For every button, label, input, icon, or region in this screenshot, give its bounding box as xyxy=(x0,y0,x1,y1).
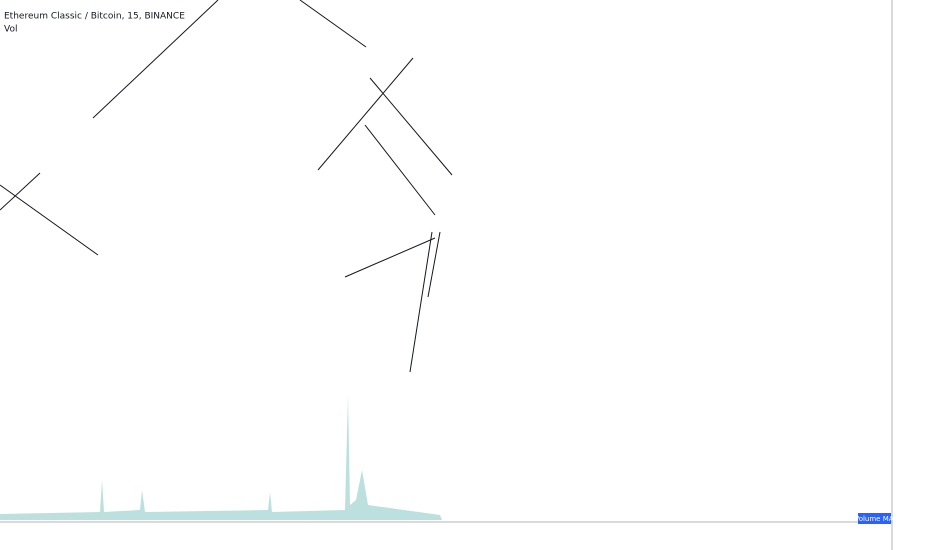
volume-label: Vol xyxy=(4,25,17,35)
volume-ma-label[interactable]: Volume MA xyxy=(854,515,893,523)
volume-ma-button[interactable] xyxy=(858,513,891,524)
header-title: Ethereum Classic / Bitcoin, 15, BINANCE xyxy=(4,12,185,22)
drawings xyxy=(0,0,453,373)
